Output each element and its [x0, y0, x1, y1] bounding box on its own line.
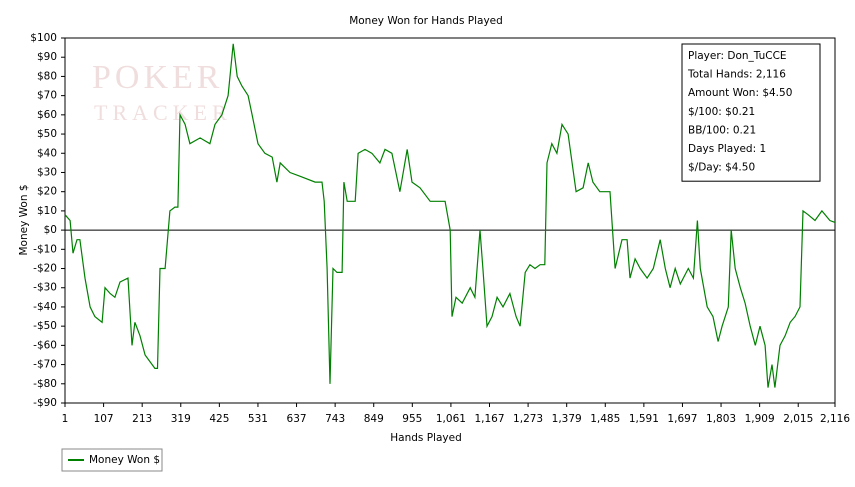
x-tick-label: 849	[364, 413, 384, 425]
x-tick-label: 1	[62, 413, 69, 425]
info-text: BB/100: 0.21	[688, 124, 756, 136]
y-tick-label: -$20	[33, 263, 57, 275]
y-tick-label: $10	[37, 205, 57, 217]
info-text: Amount Won: $4.50	[688, 87, 792, 99]
y-tick-label: -$10	[33, 243, 57, 255]
info-text: $/100: $0.21	[688, 106, 755, 118]
x-tick-label: 213	[132, 413, 152, 425]
x-tick-label: 955	[402, 413, 422, 425]
x-tick-label: 319	[171, 413, 191, 425]
x-tick-label: 1,379	[552, 413, 582, 425]
x-tick-label: 1,167	[474, 413, 504, 425]
info-text: $/Day: $4.50	[688, 162, 755, 174]
info-text: Player: Don_TuCCE	[688, 50, 787, 62]
y-axis-label: Money Won $	[18, 184, 30, 255]
watermark: POKER	[92, 59, 223, 96]
y-tick-label: -$80	[33, 378, 57, 390]
y-tick-label: $30	[37, 166, 57, 178]
x-tick-label: 1,591	[629, 413, 659, 425]
watermark: TRACKER	[94, 100, 232, 125]
x-tick-label: 531	[248, 413, 268, 425]
x-tick-label: 743	[325, 413, 345, 425]
x-tick-label: 425	[209, 413, 229, 425]
y-tick-label: -$70	[33, 359, 57, 371]
x-tick-label: 1,061	[436, 413, 466, 425]
x-tick-label: 2,116	[820, 413, 850, 425]
y-tick-label: $70	[37, 90, 57, 102]
y-tick-label: $80	[37, 70, 57, 82]
y-tick-label: $100	[30, 32, 57, 44]
y-tick-label: $60	[37, 109, 57, 121]
x-tick-label: 2,015	[783, 413, 813, 425]
x-tick-label: 1,803	[706, 413, 736, 425]
x-tick-label: 1,697	[667, 413, 697, 425]
y-tick-label: -$60	[33, 339, 57, 351]
info-box	[681, 43, 821, 182]
y-tick-label: $0	[44, 224, 57, 236]
y-tick-label: $90	[37, 51, 57, 63]
x-tick-label: 1,485	[590, 413, 620, 425]
y-tick-label: -$30	[33, 282, 57, 294]
x-axis-label: Hands Played	[390, 432, 461, 444]
info-text: Total Hands: 2,116	[687, 69, 786, 81]
x-tick-label: 1,909	[745, 413, 775, 425]
legend-box	[61, 448, 163, 472]
y-tick-label: $20	[37, 186, 57, 198]
y-tick-label: -$40	[33, 301, 57, 313]
legend-label: Money Won $	[89, 454, 160, 466]
plot-frame	[64, 37, 836, 404]
y-tick-label: -$90	[33, 397, 57, 409]
x-tick-label: 1,273	[513, 413, 543, 425]
y-tick-label: $50	[37, 128, 57, 140]
x-tick-label: 637	[287, 413, 307, 425]
x-tick-label: 107	[94, 413, 114, 425]
line-series	[64, 43, 836, 388]
info-text: Days Played: 1	[688, 143, 766, 155]
y-tick-label: $40	[37, 147, 57, 159]
y-tick-label: -$50	[33, 320, 57, 332]
chart-title: Money Won for Hands Played	[349, 15, 503, 27]
